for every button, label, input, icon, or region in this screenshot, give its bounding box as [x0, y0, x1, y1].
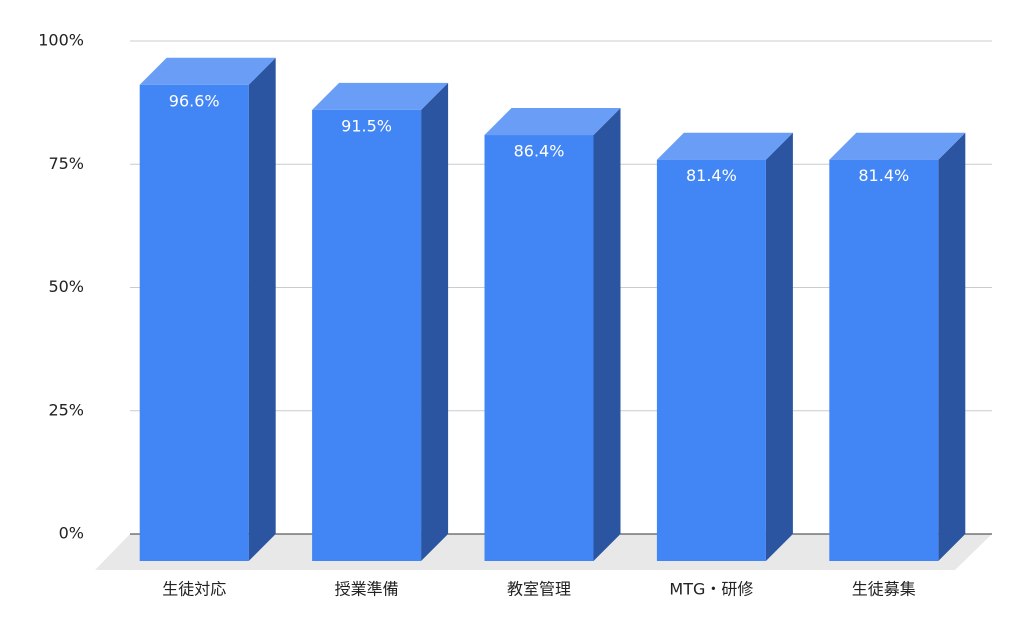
x-tick-label: 生徒対応 [162, 580, 226, 599]
x-tick-label: 授業準備 [335, 580, 399, 599]
bar-side [593, 108, 621, 561]
value-label: 96.6% [169, 91, 220, 110]
y-tick-label: 0% [59, 524, 84, 543]
x-tick-label: 生徒募集 [852, 580, 916, 599]
value-label: 81.4% [858, 166, 909, 185]
bar-side [421, 82, 449, 561]
y-tick-label: 25% [48, 400, 84, 419]
value-label: 81.4% [686, 166, 737, 185]
x-tick-label: 教室管理 [507, 580, 571, 599]
y-tick-label: 50% [48, 277, 84, 296]
bar-top [484, 108, 621, 136]
bar-side [938, 132, 966, 561]
bar [139, 84, 249, 562]
bar-top [656, 132, 793, 160]
bar-top [829, 132, 966, 160]
y-tick-label: 75% [48, 154, 84, 173]
value-label: 86.4% [514, 142, 565, 161]
bar-side [765, 132, 793, 561]
bar [484, 135, 594, 561]
value-label: 91.5% [341, 116, 392, 135]
bar [829, 159, 939, 561]
y-tick-label: 100% [38, 31, 84, 50]
bar-top [139, 57, 276, 85]
bar-side [248, 57, 276, 562]
bar [312, 109, 422, 561]
bar-top [312, 82, 449, 110]
bar [656, 159, 766, 561]
x-tick-label: MTG・研修 [669, 580, 753, 599]
